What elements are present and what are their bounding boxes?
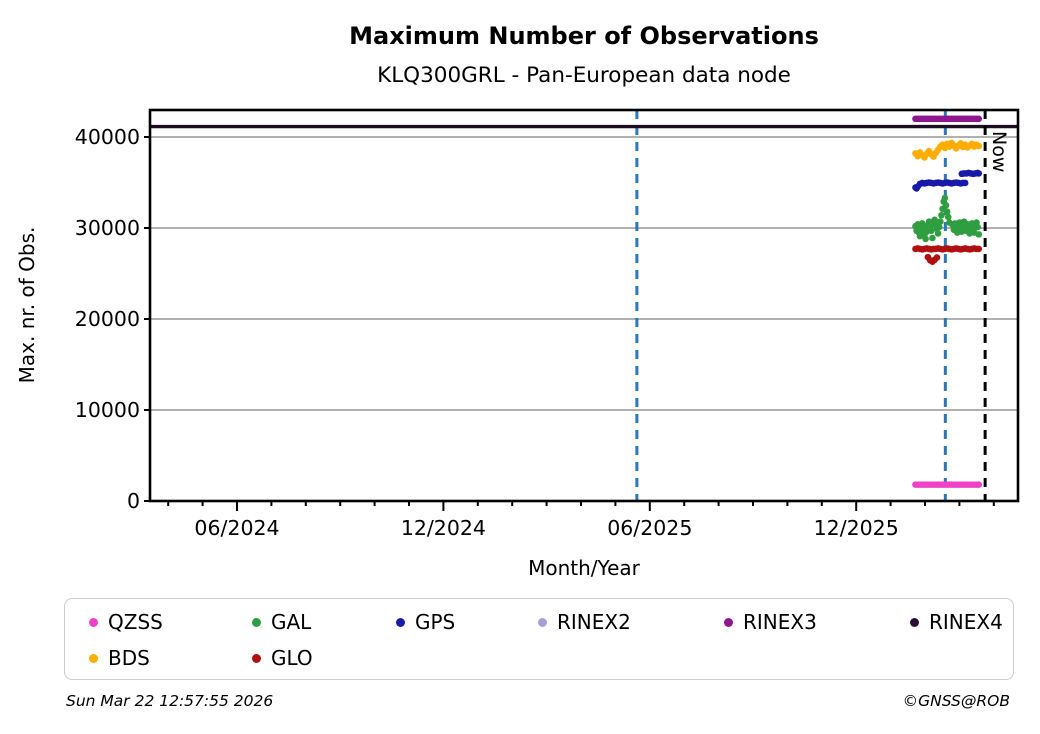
chart-subtitle: KLQ300GRL - Pan-European data node	[377, 63, 791, 88]
legend-marker-icon	[252, 653, 261, 663]
chart-title: Maximum Number of Observations	[349, 22, 819, 50]
x-tick-label: 12/2024	[401, 516, 486, 540]
legend-label: BDS	[108, 646, 150, 670]
legend-label: GPS	[415, 610, 456, 634]
legend-item-gps: GPS	[396, 607, 455, 637]
legend-marker-icon	[89, 617, 98, 627]
legend-marker-icon	[910, 617, 919, 627]
legend-marker-icon	[396, 617, 405, 627]
footer-timestamp: Sun Mar 22 12:57:55 2026	[66, 692, 274, 710]
y-tick-label: 30000	[75, 216, 140, 240]
series-bds	[912, 139, 983, 161]
legend-item-glo: GLO	[252, 643, 313, 673]
legend-marker-icon	[538, 617, 547, 627]
legend-marker-icon	[724, 617, 733, 627]
now-label: Now	[988, 131, 1010, 172]
legend-item-rinex2: RINEX2	[538, 607, 631, 637]
series-glo	[912, 245, 983, 265]
y-tick-label: 10000	[75, 398, 140, 422]
legend-label: RINEX3	[743, 610, 817, 634]
legend-item-rinex3: RINEX3	[724, 607, 817, 637]
y-axis-label: Max. nr. of Obs.	[15, 227, 39, 384]
legend-item-qzss: QZSS	[89, 607, 163, 637]
series-qzss	[912, 481, 983, 488]
y-tick-label: 0	[127, 489, 140, 513]
legend-marker-icon	[89, 653, 98, 663]
series-rinex3	[912, 115, 983, 123]
legend-label: GLO	[271, 646, 313, 670]
legend-label: RINEX4	[929, 610, 1003, 634]
x-tick-label: 12/2025	[814, 516, 899, 540]
series-gps	[912, 169, 983, 192]
y-tick-label: 20000	[75, 307, 140, 331]
legend-item-rinex4: RINEX4	[910, 607, 1003, 637]
series-gal	[912, 194, 983, 243]
legend-marker-icon	[252, 617, 261, 627]
x-tick-label: 06/2025	[607, 516, 692, 540]
footer-credit: ©GNSS@ROB	[902, 692, 1010, 710]
annotation-vlines	[635, 110, 947, 501]
data-series	[912, 115, 983, 488]
axes-ticks: 06/2024 12/2024 06/2025 12/2025 0 10000 20000 3…	[75, 125, 995, 540]
y-tick-label: 40000	[75, 125, 140, 149]
legend: QZSS GAL GPS RINEX2 RINEX3 RINEX4 BDS GLO	[64, 598, 1014, 680]
legend-label: RINEX2	[557, 610, 631, 634]
legend-item-bds: BDS	[89, 643, 150, 673]
x-axis-label: Month/Year	[528, 556, 641, 580]
gridlines	[150, 136, 1018, 411]
legend-item-gal: GAL	[252, 607, 311, 637]
x-tick-label: 06/2024	[194, 516, 279, 540]
legend-label: QZSS	[108, 610, 163, 634]
legend-label: GAL	[271, 610, 312, 634]
plot-border	[148, 108, 1020, 503]
